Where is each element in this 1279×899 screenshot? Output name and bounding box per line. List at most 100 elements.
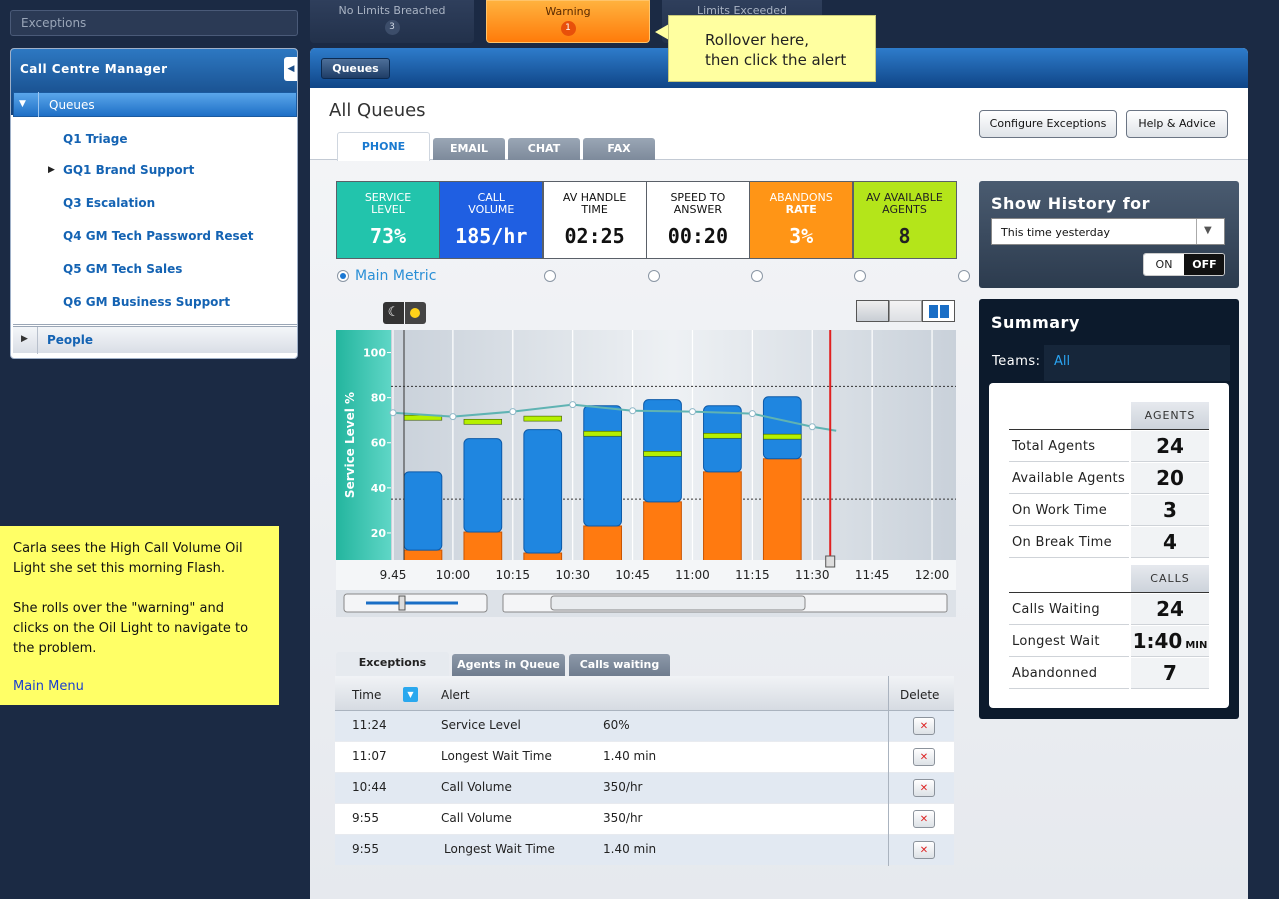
y-tick-label: 20 — [371, 527, 387, 540]
metric-radio[interactable] — [957, 270, 970, 282]
channel-tab[interactable]: EMAIL — [433, 138, 505, 160]
y-tick-label: 80 — [371, 392, 387, 405]
y-tick-label: 100 — [363, 347, 386, 360]
x-tick-label: 11:45 — [855, 568, 890, 582]
target-marker — [463, 418, 503, 425]
metric-radio[interactable] — [750, 270, 763, 282]
target-marker — [523, 415, 562, 422]
alert-tab[interactable]: No Limits Breached 3 — [310, 0, 474, 43]
grid-icon — [929, 305, 949, 318]
table-row: 9:55 Call Volume 350/hr ✕ — [335, 804, 954, 834]
metric-radio[interactable] — [544, 270, 557, 282]
callout-line: Rollover here, — [705, 31, 810, 49]
queue-item[interactable]: Q3 Escalation — [63, 196, 156, 210]
row-value: 1.40 min — [603, 842, 657, 856]
table-row: 11:07 Longest Wait Time 1.40 min ✕ — [335, 742, 954, 772]
y-axis-band — [336, 330, 391, 560]
callout: Rollover here, then click the alert — [668, 15, 876, 82]
bar-segment — [703, 471, 742, 560]
x-tick-label: 10:45 — [615, 568, 650, 582]
help-button[interactable]: Help & Advice — [1126, 110, 1228, 138]
delete-button[interactable]: ✕ — [913, 717, 935, 735]
night-toggle[interactable]: ☾ — [383, 302, 404, 324]
channel-tab[interactable]: FAX — [583, 138, 655, 160]
configure-button[interactable]: Configure Exceptions — [979, 110, 1117, 138]
x-tick-label: 10:30 — [555, 568, 590, 582]
main-menu-link[interactable]: Main Menu — [13, 679, 84, 694]
zoom-handle[interactable] — [398, 595, 406, 611]
history-select[interactable]: This time yesterday ▼ — [991, 218, 1225, 245]
metric-tile[interactable]: AV HANDLE TIME 02:25 — [542, 181, 647, 259]
row-alert: Call Volume — [441, 811, 512, 825]
mail-view-button[interactable] — [889, 300, 922, 322]
bar-segment — [643, 501, 682, 560]
chart-view-button[interactable] — [856, 300, 889, 322]
queue-item[interactable]: Q5 GM Tech Sales — [63, 262, 183, 276]
summary-number: 24 — [1156, 434, 1184, 458]
summary-label: Longest Wait — [1009, 626, 1129, 657]
summary-number: 7 — [1163, 661, 1177, 685]
metric-label: AGENTS — [882, 203, 927, 216]
summary-value: 1:40 MIN — [1131, 626, 1209, 657]
summary-number: 1:40 — [1132, 629, 1183, 653]
queue-item[interactable]: Q1 Triage — [63, 132, 128, 146]
header-alert: Alert — [441, 688, 470, 702]
delete-button[interactable]: ✕ — [913, 810, 935, 828]
alert-tab-label: Limits Exceeded — [696, 4, 788, 17]
y-tick-label: 40 — [371, 482, 387, 495]
alert-tab[interactable]: Warning 1 — [486, 0, 650, 43]
history-toggle[interactable]: ON OFF — [1143, 253, 1225, 276]
metric-tile[interactable]: SPEED TO ANSWER 00:20 — [645, 181, 750, 259]
summary-label: Available Agents — [1009, 463, 1129, 494]
summary-value: 24 — [1131, 431, 1209, 462]
divider — [38, 92, 39, 117]
metric-value: 02:25 — [564, 224, 625, 248]
metric-tile[interactable]: ABANDONS RATE 3% — [749, 181, 854, 259]
header-time: Time — [352, 688, 382, 702]
metric-tile[interactable]: CALL VOLUME 185/hr — [439, 181, 544, 259]
delete-button[interactable]: ✕ — [913, 841, 935, 859]
table-row: 10:44 Call Volume 350/hr ✕ — [335, 773, 954, 803]
history-panel: Show History for This time yesterday ▼ O… — [979, 181, 1239, 288]
grid-view-button[interactable] — [922, 300, 955, 322]
table-tab[interactable]: Calls waiting — [569, 654, 670, 676]
teams-label: Teams: — [992, 354, 1041, 369]
teams-value[interactable]: All — [1044, 345, 1230, 381]
sort-button[interactable]: ▼ — [403, 687, 418, 702]
x-tick-label: 10:00 — [436, 568, 471, 582]
delete-button[interactable]: ✕ — [913, 779, 935, 797]
queues-row[interactable]: ▼ Queues — [13, 92, 297, 117]
summary-label: On Work Time — [1009, 495, 1129, 526]
summary-number: 24 — [1156, 597, 1184, 621]
queues-button[interactable]: Queues — [321, 58, 390, 79]
x-tick-label: 10:15 — [495, 568, 530, 582]
metric-radio[interactable] — [647, 270, 660, 282]
metric-radio[interactable] — [854, 270, 867, 282]
queue-item[interactable]: GQ1 Brand Support — [63, 163, 195, 177]
delete-button[interactable]: ✕ — [913, 748, 935, 766]
people-row[interactable]: ▶ People — [13, 326, 297, 354]
metric-radio[interactable] — [337, 270, 349, 282]
main-metric-label: Main Metric — [355, 268, 437, 284]
table-row: 9:55 Longest Wait Time 1.40 min ✕ — [335, 835, 954, 865]
table-tab[interactable]: Agents in Queue — [452, 654, 565, 676]
queue-item[interactable]: Q6 GM Business Support — [63, 295, 231, 309]
channel-tab[interactable]: CHAT — [508, 138, 580, 160]
metric-value: 73% — [369, 224, 407, 248]
scroll-thumb[interactable] — [550, 595, 806, 611]
summary-header: AGENTS — [1131, 402, 1209, 430]
metric-value: 3% — [789, 224, 814, 248]
history-title: Show History for — [991, 194, 1151, 213]
day-toggle[interactable] — [405, 302, 426, 324]
metric-tile[interactable]: SERVICE LEVEL 73% — [336, 181, 440, 259]
alert-tab-label: Warning — [545, 5, 591, 18]
collapse-button[interactable]: ◀ — [284, 57, 297, 81]
bar-segment — [703, 405, 742, 473]
queue-item[interactable]: Q4 GM Tech Password Reset — [63, 229, 254, 243]
exceptions-label: Exceptions — [21, 16, 87, 30]
heading: All Queues — [329, 100, 426, 121]
channel-tab[interactable]: PHONE — [337, 132, 430, 161]
metric-tile[interactable]: AV AVAILABLE AGENTS 8 — [852, 181, 957, 259]
table-tab[interactable]: Exceptions — [336, 652, 449, 676]
